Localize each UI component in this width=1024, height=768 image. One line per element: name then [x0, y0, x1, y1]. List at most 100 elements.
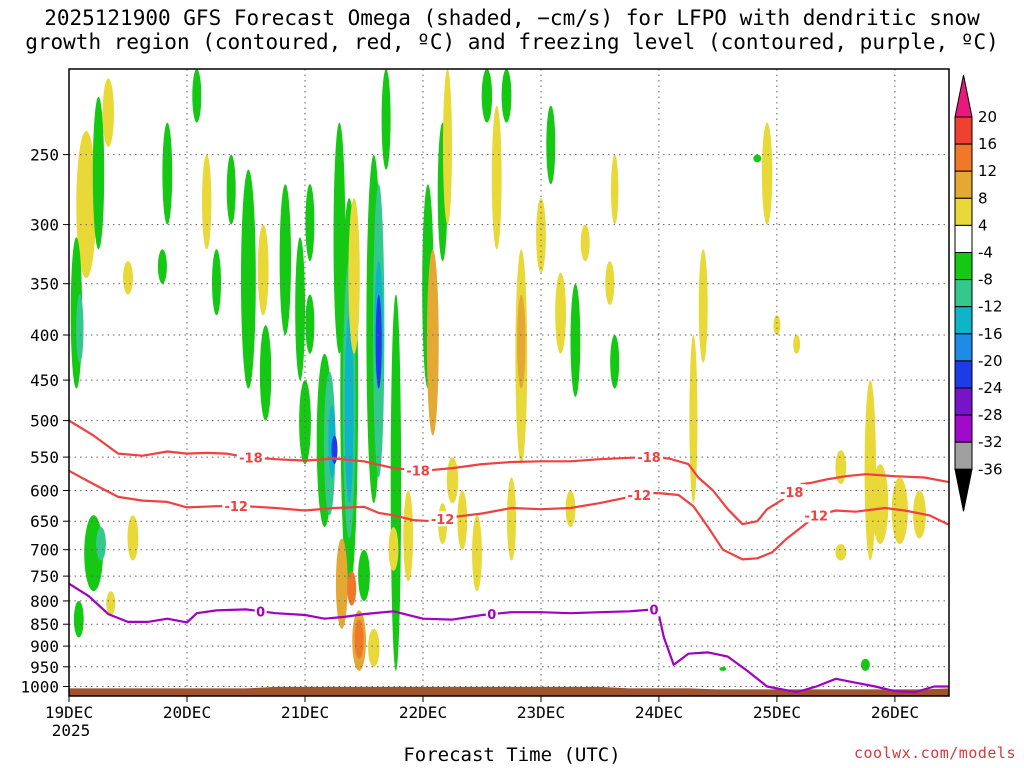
omega-shade-52: [426, 249, 439, 436]
omega-shade-34: [348, 198, 360, 354]
omega-shade-82: [860, 658, 870, 671]
omega-shade-14: [192, 69, 202, 123]
contour-label-zero-2: 0: [649, 603, 658, 618]
title-line-1: 2025121900 GFS Forecast Omega (shaded, −…: [44, 6, 980, 30]
omega-shade-6: [73, 600, 84, 638]
colorbar-tick--24: -24: [978, 379, 1003, 397]
omega-shade-9: [127, 515, 139, 561]
colorbar-tick--20: -20: [978, 352, 1003, 370]
y-axis: 250 300 350 400 450 500 550 600 650 700 750 800 850 9…: [20, 146, 69, 697]
y-tick-label-950: 950: [30, 658, 59, 677]
contour-label-bg-zero-0: [254, 603, 267, 619]
plot-frame: [68, 68, 950, 697]
omega-shade-45: [368, 628, 380, 667]
colorbar-tick--16: -16: [978, 325, 1003, 343]
omega-shade-64: [546, 105, 556, 185]
omega-shade-46: [358, 549, 370, 601]
colorbar-tick-12: 12: [978, 162, 997, 180]
colorbar-swatch-11: [954, 387, 973, 416]
omega-shade-62: [507, 477, 516, 561]
x-axis-label: Forecast Time (UTC): [403, 744, 621, 766]
omega-shade-56: [472, 515, 482, 592]
colorbar-swatch-7: [954, 279, 973, 308]
colorbar-tick--32: -32: [978, 433, 1003, 451]
colorbar-top-arrow: [954, 74, 973, 118]
colorbar-swatch-6: [954, 252, 973, 281]
omega-shade-58: [481, 69, 493, 123]
omega-shade-13: [157, 249, 167, 284]
colorbar-tick--8: -8: [978, 271, 993, 289]
omega-shade-59: [501, 69, 512, 123]
plot-background: [69, 69, 949, 696]
x-tick-label-26DEC: 26DEC: [871, 703, 919, 722]
omega-shade-55: [457, 490, 468, 550]
colorbar-swatch-13: [954, 441, 973, 470]
y-tick-label-900: 900: [30, 637, 59, 656]
x-tick-label-19DEC: 19DEC: [45, 703, 93, 722]
omega-shade-76: [835, 450, 847, 485]
x-tick-sublabel-19DEC: 2025: [52, 721, 91, 740]
contour-label-bg-minus12-1: [428, 511, 457, 527]
y-tick-label-650: 650: [30, 512, 59, 531]
omega-shade-48: [403, 490, 414, 582]
omega-shade-42: [347, 571, 357, 606]
omega-shade-68: [580, 224, 590, 262]
omega-shade-18: [241, 169, 256, 389]
x-tick-label-23DEC: 23DEC: [517, 703, 565, 722]
omega-shade-79: [872, 464, 889, 545]
omega-shade-47: [388, 527, 399, 571]
colorbar-tick--28: -28: [978, 406, 1003, 424]
contour-label-minus18-0: -18: [239, 452, 263, 467]
contour-labels: -18-18-18-18-12-12-12-120 0 0: [222, 449, 831, 623]
colorbar-swatch-12: [954, 414, 973, 443]
x-tick-label-22DEC: 22DEC: [399, 703, 447, 722]
ground-layer: [69, 686, 949, 696]
colorbar-tick-16: 16: [978, 135, 997, 153]
title-line-2: growth region (contoured, red, ºC) and f…: [25, 30, 999, 54]
omega-shade-84: [753, 154, 762, 163]
colorbar-swatch-4: [954, 197, 973, 226]
x-tick-label-21DEC: 21DEC: [281, 703, 329, 722]
y-tick-label-350: 350: [30, 275, 59, 294]
omega-shade-24: [305, 184, 315, 262]
omega-shade-25: [305, 294, 315, 354]
omega-shade-40: [390, 294, 402, 671]
contour-label-zero-0: 0: [256, 605, 265, 620]
contour-label-minus12-3: -12: [805, 509, 829, 524]
omega-shade-19: [257, 224, 269, 316]
omega-shade-20: [259, 325, 272, 421]
contour-label-bg-minus12-0: [222, 498, 251, 514]
contour-label-bg-zero-2: [648, 601, 660, 617]
y-tick-label-500: 500: [30, 412, 59, 431]
y-tick-label-800: 800: [30, 592, 59, 611]
contour-label-minus18-1: -18: [406, 464, 430, 479]
omega-shade-77: [835, 544, 847, 561]
y-tick-label-300: 300: [30, 216, 59, 235]
omega-shade-39: [381, 69, 391, 170]
omega-shade-10: [106, 591, 116, 615]
omega-shade-15: [202, 154, 212, 250]
omega-shade-21: [279, 184, 291, 335]
plot-area: -18-18-18-18-12-12-12-120 0 0: [68, 68, 950, 697]
y-tick-label-850: 850: [30, 615, 59, 634]
omega-shade-5: [96, 527, 106, 561]
omega-shade-3: [123, 261, 133, 295]
omega-shade-38: [375, 294, 382, 389]
y-tick-label-450: 450: [30, 371, 59, 390]
omega-shade-17: [212, 249, 221, 316]
omega-shade-65: [555, 272, 566, 354]
omega-shade-75: [793, 334, 801, 354]
colorbar-swatch-10: [954, 360, 973, 389]
omega-shade-85: [610, 335, 620, 389]
y-tick-label-750: 750: [30, 567, 59, 586]
omega-shade-74: [773, 315, 781, 335]
omega-shade-78: [864, 380, 876, 561]
omega-shade-41: [335, 538, 348, 629]
omega-shading: [70, 69, 926, 671]
omega-shade-57: [491, 105, 502, 250]
contour-label-zero-1: 0: [487, 608, 496, 623]
x-tick-label-25DEC: 25DEC: [753, 703, 801, 722]
colorbar-swatch-8: [954, 306, 973, 335]
colorbar-tick--36: -36: [978, 460, 1003, 478]
